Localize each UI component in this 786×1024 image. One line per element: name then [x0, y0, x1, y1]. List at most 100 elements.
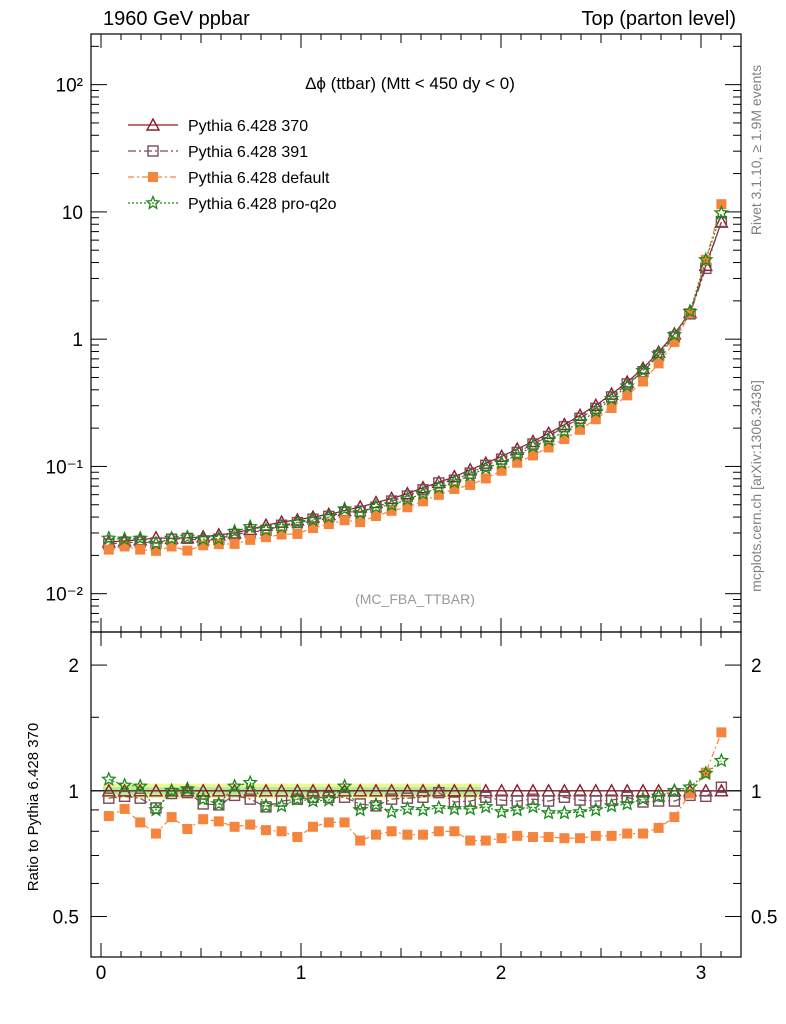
data-point: Pythia 6.428 default: 0.775: [543, 832, 554, 843]
data-point: Pythia 6.428 default: 0.855: [198, 814, 209, 825]
x-tick-label: 1: [296, 963, 307, 984]
data-point: Pythia 6.428 370: 1: [525, 783, 541, 797]
data-point: Pythia 6.428 370: 0.0275: [148, 530, 164, 544]
data-point: Pythia 6.428 pro-q2o: 1.65: [682, 303, 698, 319]
data-point: Pythia 6.428 391: 0.965: [480, 791, 492, 803]
data-point: Pythia 6.428 370: 1: [447, 783, 462, 797]
data-point: Pythia 6.428 pro-q2o: 0.93: [211, 795, 227, 811]
main-y-tick-label: 10⁻¹: [46, 457, 84, 478]
data-point: Pythia 6.428 default: 0.0222: [135, 544, 146, 555]
data-point: Pythia 6.428 pro-q2o: 0.9: [352, 801, 368, 817]
data-point: Pythia 6.428 pro-q2o: 0.0268: [195, 531, 211, 546]
legend-entry-1: Pythia 6.428 391: [188, 144, 308, 161]
data-point: Pythia 6.428 391: 0.965: [307, 791, 319, 803]
data-point: Pythia 6.428 default: 0.76: [465, 835, 476, 846]
data-point: Pythia 6.428 391: 0.925: [213, 799, 225, 811]
data-point: Pythia 6.428 pro-q2o: 0.0335: [273, 518, 290, 534]
data-point: Pythia 6.428 default: 0.0218: [182, 545, 193, 556]
legend: Pythia 6.428 370 Pythia 6.428 391 Pythia 6…: [128, 117, 337, 213]
ratio-y-tick-label-right: 1: [751, 782, 762, 803]
data-point: Pythia 6.428 pro-q2o: 0.765: [650, 345, 667, 361]
data-point: Pythia 6.428 default: 0.8: [449, 826, 460, 837]
data-point: Pythia 6.428 pro-q2o: 0.1615: [540, 431, 557, 447]
data-point: Pythia 6.428 default: 0.0408: [371, 510, 381, 521]
data-point: Pythia 6.428 pro-q2o: 0.955: [195, 790, 211, 806]
series-line-2: [108, 732, 722, 842]
data-point: Pythia 6.428 370: 1: [478, 783, 493, 797]
data-point: Pythia 6.428 default: 0.815: [653, 822, 664, 833]
data-point: Pythia 6.428 default: 0.775: [292, 832, 303, 843]
data-point: Pythia 6.428 pro-q2o: 1.045: [242, 774, 258, 790]
data-point: Pythia 6.428 pro-q2o: 0.89: [493, 803, 510, 819]
data-point: Pythia 6.428 default: 0.8: [386, 826, 397, 837]
series-line-3: [108, 760, 722, 814]
data-point: Pythia 6.428 default: 11.5: [716, 199, 727, 210]
data-point: Pythia 6.428 default: 0.8: [433, 826, 444, 837]
data-point: Pythia 6.428 default: 0.0265: [245, 534, 256, 545]
ratio-y-tick-label: 1: [68, 782, 79, 803]
data-point: Pythia 6.428 370: 0.12: [494, 448, 509, 463]
data-point: Pythia 6.428 pro-q2o: 0.9: [509, 801, 525, 817]
series-line-1: [108, 221, 722, 545]
legend-marker-0: [145, 117, 161, 131]
data-point: Pythia 6.428 default: 0.77: [575, 833, 585, 844]
data-point: Pythia 6.428 pro-q2o: 0.885: [540, 804, 557, 820]
data-point: Pythia 6.428 391: 0.172: [542, 430, 555, 443]
legend-entry-3: Pythia 6.428 pro-q2o: [188, 196, 337, 213]
ratio-y-tick-label: 0.5: [53, 908, 79, 929]
data-point: Pythia 6.428 default: 0.83: [245, 819, 256, 830]
data-point: Pythia 6.428 391: 0.945: [590, 795, 602, 807]
header-energy-label: 1960 GeV ppbar: [103, 8, 250, 30]
data-point: Pythia 6.428 pro-q2o: 0.0278: [179, 529, 196, 544]
data-point: Pythia 6.428 391: 0.955: [527, 793, 539, 805]
data-point: Pythia 6.428 pro-q2o: 0.0972: [478, 459, 494, 475]
data-point: Pythia 6.428 pro-q2o: 1: [163, 782, 180, 798]
data-point: Pythia 6.428 370: 0.302: [588, 397, 603, 412]
data-point: Pythia 6.428 pro-q2o: 0.9: [148, 801, 164, 817]
data-point: Pythia 6.428 default: 0.785: [418, 829, 428, 840]
data-point: Pythia 6.428 370: 1: [101, 783, 116, 797]
x-tick-label: 3: [696, 963, 707, 984]
header-process-label: Top (parton level): [581, 8, 736, 30]
x-tick-label: 2: [496, 963, 507, 984]
data-point: Pythia 6.428 pro-q2o: 0.1435: [525, 438, 541, 454]
data-point: Pythia 6.428 default: 0.79: [151, 828, 161, 839]
data-point: Pythia 6.428 pro-q2o: 1.08: [666, 326, 683, 342]
data-point: Pythia 6.428 391: 0.96: [134, 792, 146, 804]
data-point: Pythia 6.428 pro-q2o: 0.224: [572, 413, 588, 429]
data-point: Pythia 6.428 pro-q2o: 1.18: [713, 752, 730, 768]
data-point: Pythia 6.428 pro-q2o: 0.955: [635, 790, 651, 806]
data-point: Pythia 6.428 pro-q2o: 0.0462: [336, 500, 353, 516]
data-point: Pythia 6.428 pro-q2o: 0.91: [431, 799, 447, 815]
data-point: Pythia 6.428 pro-q2o: 0.0362: [289, 514, 306, 530]
data-point: Pythia 6.428 391: 0.97: [118, 790, 131, 803]
data-point: Pythia 6.428 370: 1: [258, 783, 274, 797]
data-point: Pythia 6.428 pro-q2o: 0.0335: [242, 518, 258, 534]
data-point: Pythia 6.428 default: 0.785: [371, 829, 381, 840]
data-point: Pythia 6.428 370: 0.056: [384, 491, 399, 505]
data-point: Pythia 6.428 370: 1: [368, 783, 384, 797]
data-point: Pythia 6.428 pro-q2o: 4.2: [698, 251, 714, 267]
data-point: Pythia 6.428 370: 1: [243, 783, 258, 797]
data-point: Pythia 6.428 pro-q2o: 0.0852: [462, 467, 478, 482]
data-point: Pythia 6.428 370: 1: [415, 783, 431, 797]
data-point: Pythia 6.428 370: 1: [353, 783, 368, 797]
data-point: Pythia 6.428 391: 0.965: [621, 791, 633, 803]
data-point: Pythia 6.428 default: 0.87: [103, 811, 114, 822]
data-point: Pythia 6.428 pro-q2o: 1: [666, 782, 683, 798]
data-point: Pythia 6.428 pro-q2o: 0.1065: [493, 454, 510, 470]
data-point: Pythia 6.428 pro-q2o: 1.03: [116, 777, 133, 793]
data-point: Pythia 6.428 default: 1.6: [685, 308, 695, 319]
analysis-watermark: (MC_FBA_TTBAR): [355, 591, 475, 607]
series-line-2: [108, 204, 722, 552]
data-point: Pythia 6.428 pro-q2o: 0.97: [650, 788, 667, 803]
x-tick-label: 0: [96, 963, 107, 984]
data-point: Pythia 6.428 pro-q2o: 0.955: [289, 790, 306, 806]
data-point: Pythia 6.428 default: 0.77: [559, 833, 570, 844]
data-point: Pythia 6.428 pro-q2o: 0.905: [462, 800, 478, 816]
data-point: Pythia 6.428 pro-q2o: 0.565: [635, 362, 651, 378]
data-point: Pythia 6.428 370: 1: [148, 783, 164, 797]
data-point: Pythia 6.428 pro-q2o: 0.0318: [258, 521, 274, 537]
main-y-tick-label: 1: [72, 330, 83, 351]
